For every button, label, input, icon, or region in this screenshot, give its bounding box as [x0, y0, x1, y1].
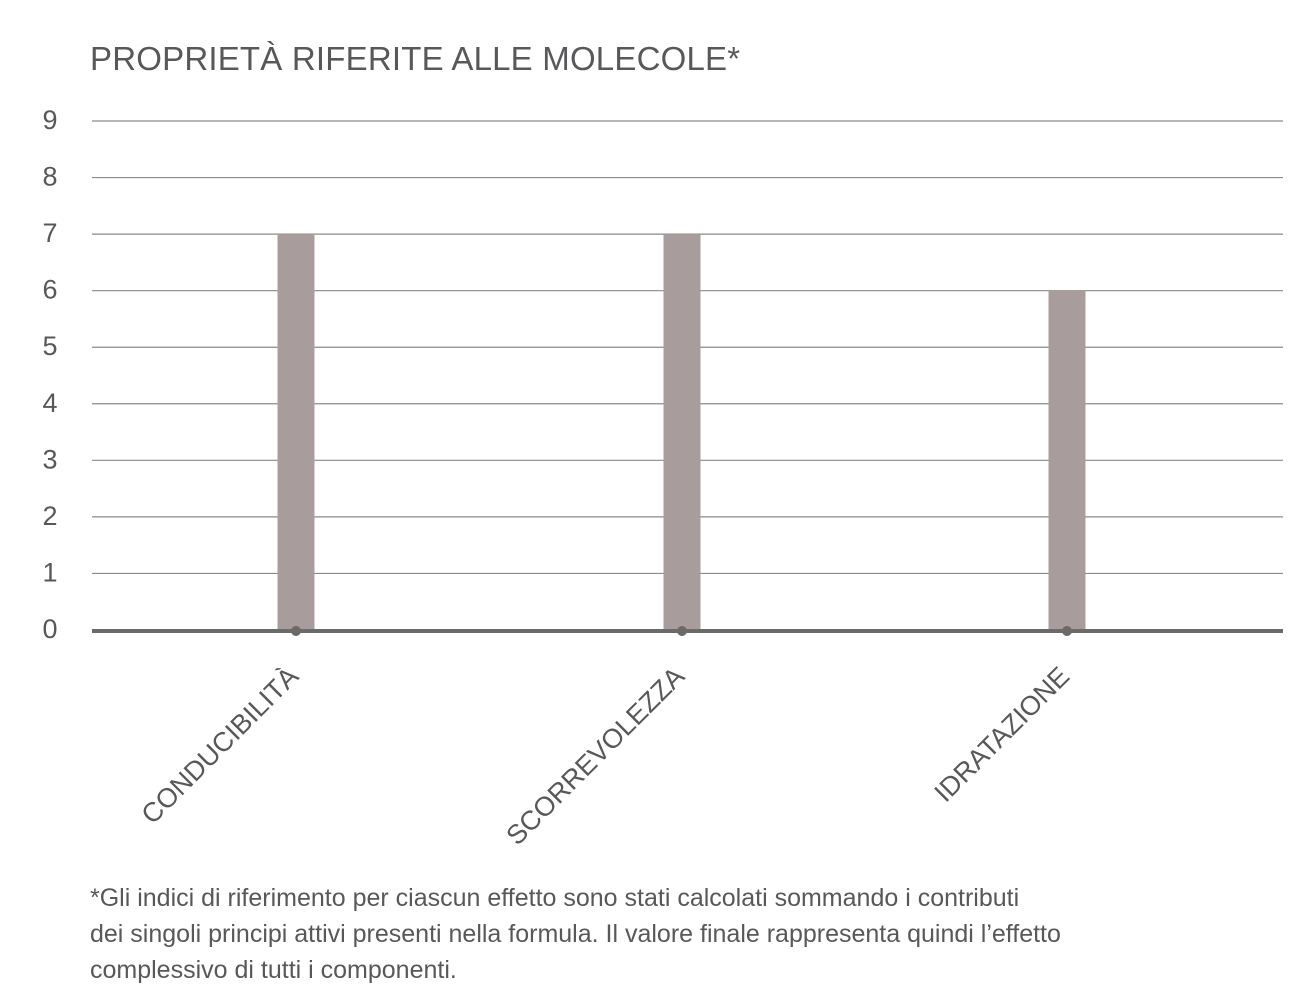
y-tick-label: 4 — [42, 388, 57, 418]
y-tick-label: 2 — [42, 501, 57, 531]
bar-chart: 0 1 2 3 4 5 6 7 8 9 CONDUCIBILITÀ SCORREVOLEZZA IDR… — [42, 105, 1283, 851]
y-tick-label: 3 — [42, 444, 57, 474]
footnote-line: *Gli indici di riferimento per ciascun e… — [90, 884, 1020, 912]
x-tick-marker — [677, 626, 687, 636]
y-tick-label: 7 — [42, 218, 57, 248]
y-tick-label: 1 — [42, 557, 57, 587]
y-tick-label: 5 — [42, 331, 57, 361]
x-axis — [92, 626, 1283, 636]
y-tick-label: 8 — [42, 162, 57, 192]
footnote: *Gli indici di riferimento per ciascun e… — [90, 880, 1270, 988]
bars — [277, 234, 1086, 630]
x-tick-label: IDRATAZIONE — [929, 661, 1076, 808]
x-tick-label: CONDUCIBILITÀ — [136, 661, 305, 830]
y-tick-label: 0 — [42, 614, 57, 644]
y-tick-label: 6 — [42, 275, 57, 305]
footnote-line: dei singoli principi attivi presenti nel… — [90, 920, 1061, 948]
chart-title: PROPRIETÀ RIFERITE ALLE MOLECOLE* — [90, 40, 741, 77]
footnote-line: complessivo di tutti i componenti. — [90, 956, 457, 984]
bar — [277, 234, 315, 630]
y-axis-ticks: 0 1 2 3 4 5 6 7 8 9 — [42, 105, 57, 644]
x-tick-marker — [1062, 626, 1072, 636]
x-axis-labels: CONDUCIBILITÀ SCORREVOLEZZA IDRATAZIONE — [136, 661, 1076, 851]
bar — [663, 234, 701, 630]
y-tick-label: 9 — [42, 105, 57, 135]
bar — [1048, 290, 1086, 630]
x-tick-label: SCORREVOLEZZA — [500, 661, 690, 851]
x-tick-marker — [291, 626, 301, 636]
